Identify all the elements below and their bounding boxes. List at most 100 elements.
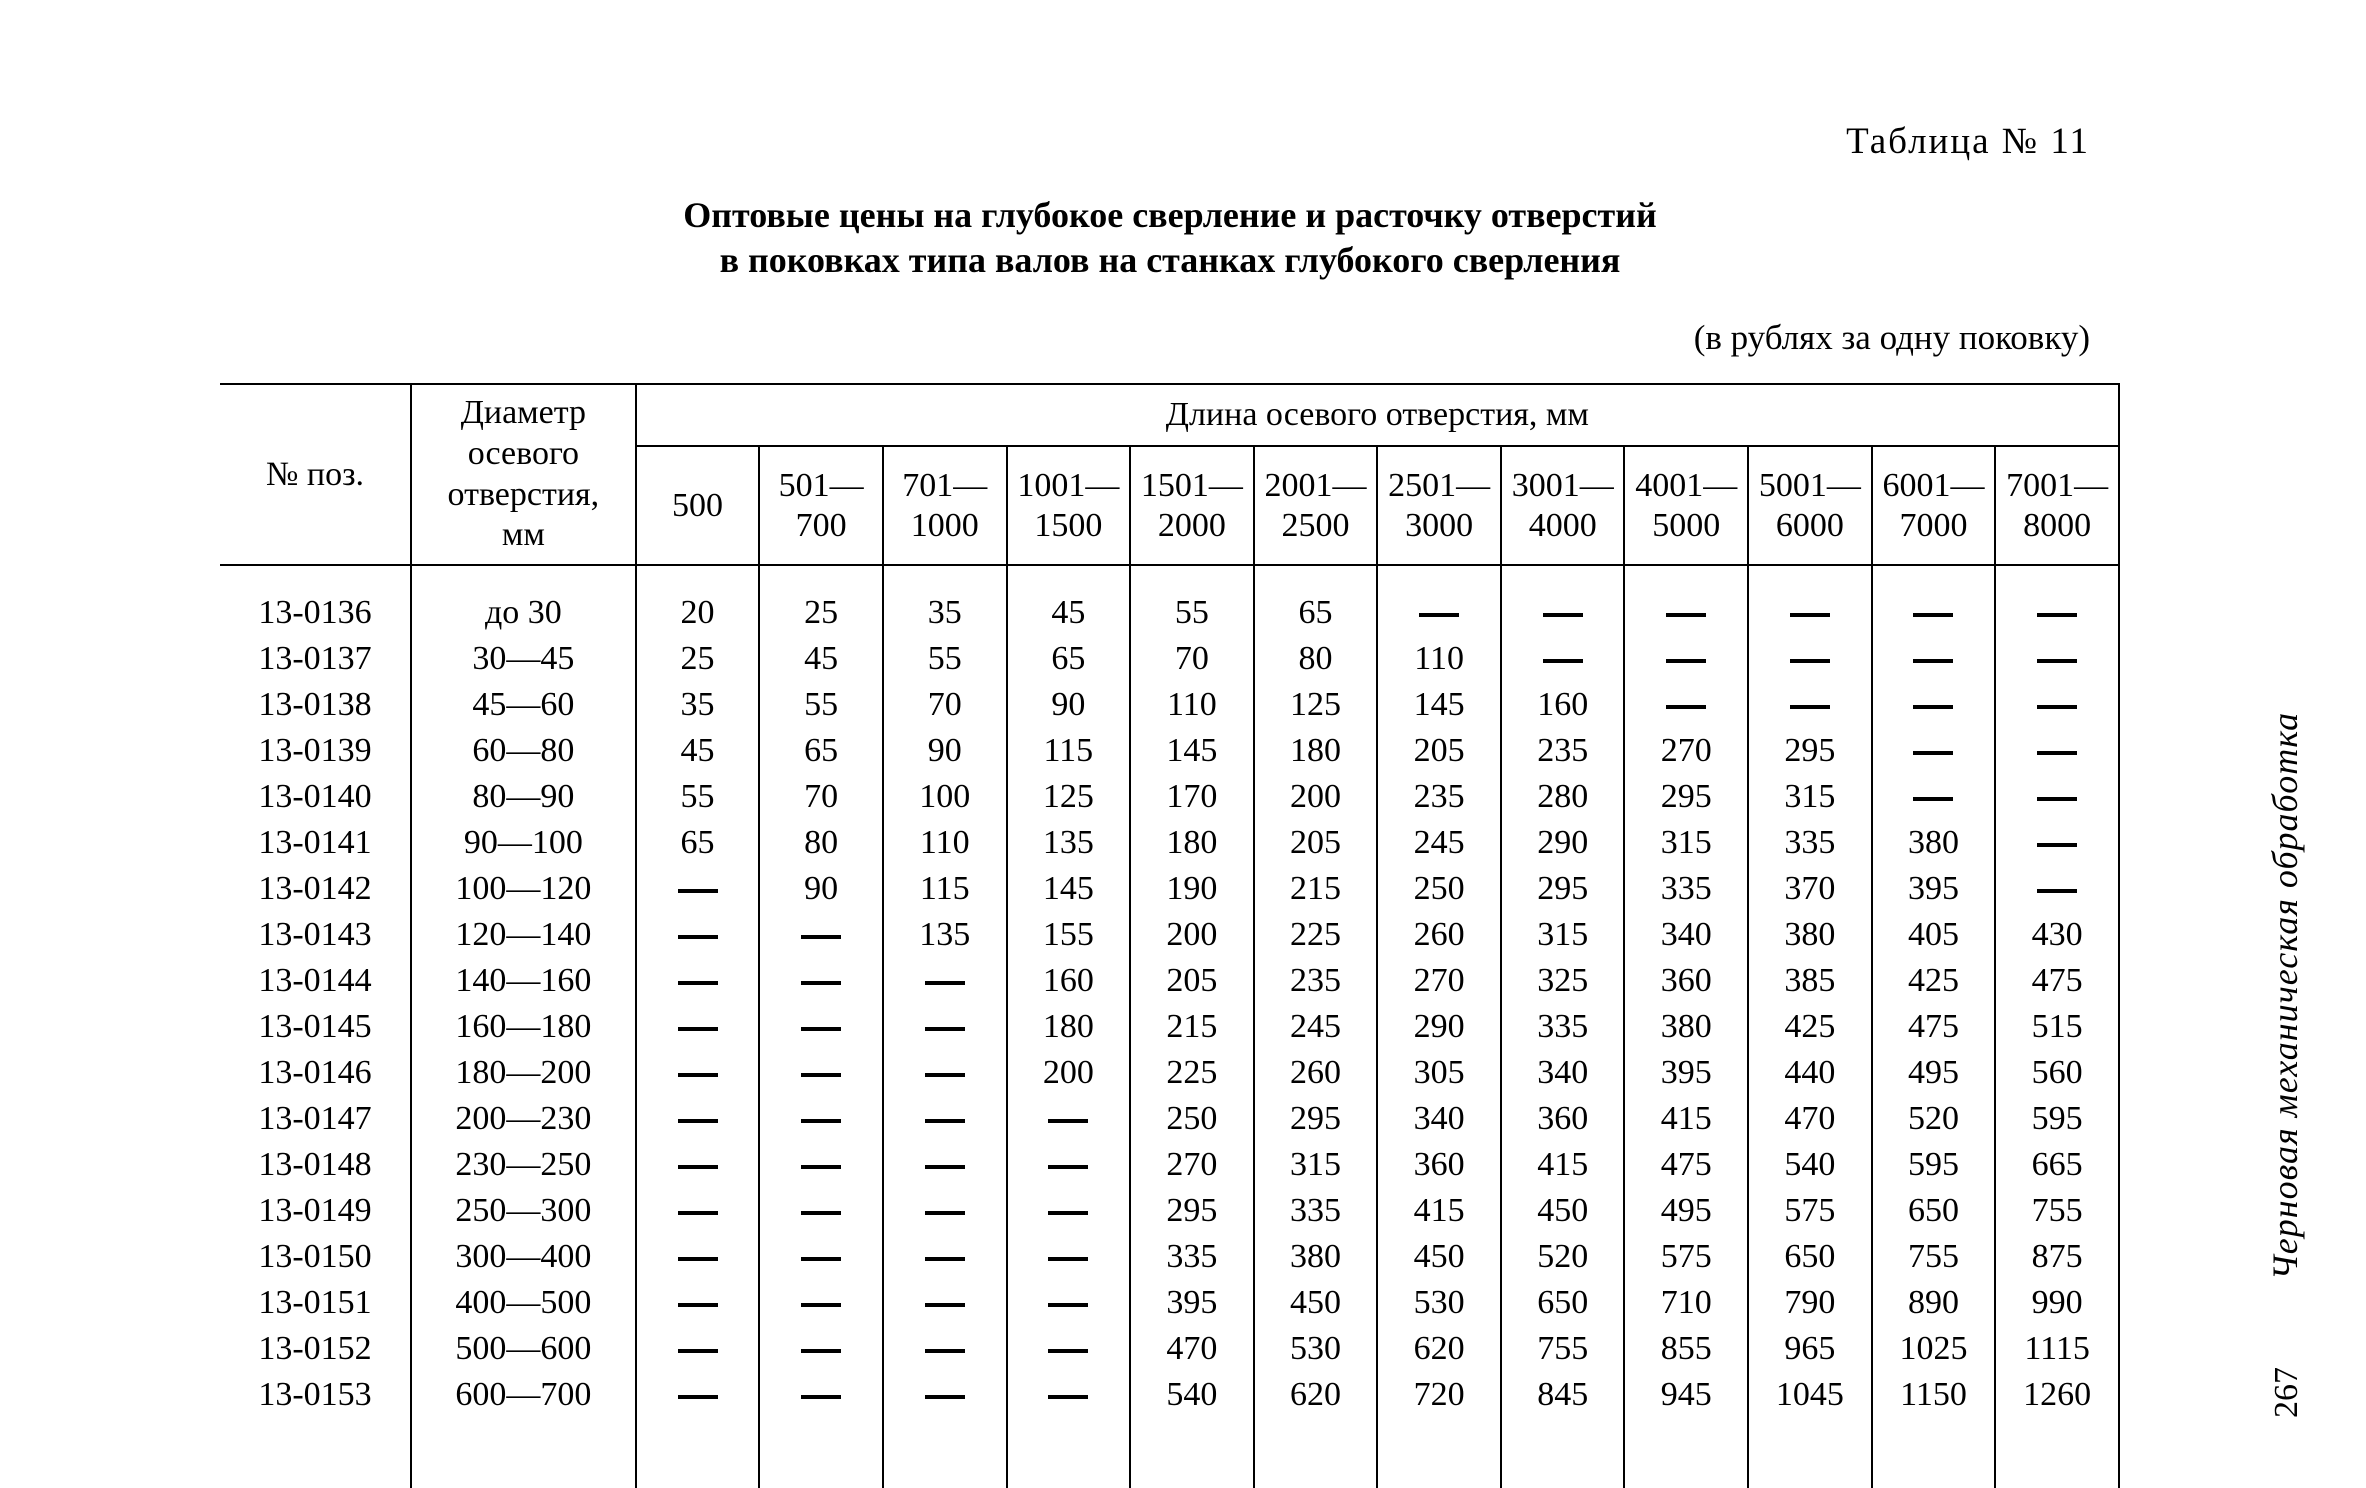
dash-icon bbox=[1790, 705, 1830, 709]
diameter-cell: 45—60 bbox=[411, 682, 636, 728]
value-cell bbox=[1748, 636, 1872, 682]
value-cell: 755 bbox=[1501, 1326, 1625, 1372]
value-cell bbox=[1995, 682, 2119, 728]
value-cell bbox=[636, 912, 760, 958]
header-length-col: 4001—5000 bbox=[1624, 446, 1748, 565]
diameter-cell: 30—45 bbox=[411, 636, 636, 682]
value-cell: 425 bbox=[1748, 1004, 1872, 1050]
dash-icon bbox=[925, 1349, 965, 1353]
dash-icon bbox=[1048, 1257, 1088, 1261]
value-cell: 395 bbox=[1130, 1280, 1254, 1326]
value-cell bbox=[759, 1372, 883, 1418]
dash-icon bbox=[2037, 705, 2077, 709]
poz-cell: 13-0145 bbox=[220, 1004, 411, 1050]
value-cell bbox=[636, 1234, 760, 1280]
table-row: 13-014080—905570100125170200235280295315 bbox=[220, 774, 2119, 820]
value-cell bbox=[1748, 682, 1872, 728]
dash-icon bbox=[1048, 1165, 1088, 1169]
poz-cell: 13-0144 bbox=[220, 958, 411, 1004]
value-cell bbox=[1007, 1188, 1131, 1234]
value-cell: 90 bbox=[883, 728, 1007, 774]
diameter-cell: до 30 bbox=[411, 590, 636, 636]
dash-icon bbox=[1666, 659, 1706, 663]
dash-icon bbox=[678, 1349, 718, 1353]
diameter-cell: 60—80 bbox=[411, 728, 636, 774]
value-cell bbox=[1872, 636, 1996, 682]
diameter-cell: 600—700 bbox=[411, 1372, 636, 1418]
dash-icon bbox=[678, 935, 718, 939]
value-cell: 315 bbox=[1624, 820, 1748, 866]
dash-icon bbox=[1913, 797, 1953, 801]
table-header: № поз. Диаметросевогоотверстия,мм Длина … bbox=[220, 384, 2119, 565]
value-cell bbox=[759, 1050, 883, 1096]
value-cell bbox=[636, 1280, 760, 1326]
value-cell: 45 bbox=[1007, 590, 1131, 636]
value-cell: 650 bbox=[1748, 1234, 1872, 1280]
dash-icon bbox=[801, 1119, 841, 1123]
value-cell: 575 bbox=[1748, 1188, 1872, 1234]
value-cell bbox=[1872, 682, 1996, 728]
value-cell: 260 bbox=[1377, 912, 1501, 958]
dash-icon bbox=[678, 1119, 718, 1123]
value-cell: 70 bbox=[759, 774, 883, 820]
table-row: 13-013730—45254555657080110 bbox=[220, 636, 2119, 682]
table-row: 13-0146180—20020022526030534039544049556… bbox=[220, 1050, 2119, 1096]
value-cell: 425 bbox=[1872, 958, 1996, 1004]
value-cell: 125 bbox=[1254, 682, 1378, 728]
diameter-cell: 200—230 bbox=[411, 1096, 636, 1142]
value-cell: 55 bbox=[759, 682, 883, 728]
value-cell: 530 bbox=[1254, 1326, 1378, 1372]
poz-cell: 13-0153 bbox=[220, 1372, 411, 1418]
value-cell: 415 bbox=[1501, 1142, 1625, 1188]
value-cell bbox=[759, 1234, 883, 1280]
value-cell bbox=[759, 1188, 883, 1234]
value-cell: 235 bbox=[1377, 774, 1501, 820]
value-cell: 560 bbox=[1995, 1050, 2119, 1096]
header-poz: № поз. bbox=[220, 384, 411, 565]
value-cell bbox=[1007, 1096, 1131, 1142]
value-cell: 395 bbox=[1624, 1050, 1748, 1096]
value-cell bbox=[1995, 728, 2119, 774]
dash-icon bbox=[1790, 613, 1830, 617]
value-cell: 65 bbox=[1007, 636, 1131, 682]
value-cell: 395 bbox=[1872, 866, 1996, 912]
value-cell: 90 bbox=[759, 866, 883, 912]
value-cell: 360 bbox=[1377, 1142, 1501, 1188]
value-cell: 475 bbox=[1624, 1142, 1748, 1188]
value-cell bbox=[883, 1326, 1007, 1372]
value-cell bbox=[636, 1050, 760, 1096]
dash-icon bbox=[2037, 889, 2077, 893]
value-cell bbox=[1995, 590, 2119, 636]
dash-icon bbox=[1543, 659, 1583, 663]
value-cell: 665 bbox=[1995, 1142, 2119, 1188]
value-cell: 65 bbox=[1254, 590, 1378, 636]
dash-icon bbox=[678, 1211, 718, 1215]
value-cell: 305 bbox=[1377, 1050, 1501, 1096]
value-cell bbox=[1624, 590, 1748, 636]
value-cell: 215 bbox=[1254, 866, 1378, 912]
poz-cell: 13-0150 bbox=[220, 1234, 411, 1280]
table-row: 13-0152500—60047053062075585596510251115 bbox=[220, 1326, 2119, 1372]
value-cell: 380 bbox=[1748, 912, 1872, 958]
value-cell: 415 bbox=[1377, 1188, 1501, 1234]
value-cell: 270 bbox=[1624, 728, 1748, 774]
value-cell: 205 bbox=[1377, 728, 1501, 774]
value-cell: 495 bbox=[1624, 1188, 1748, 1234]
header-length-col: 2001—2500 bbox=[1254, 446, 1378, 565]
value-cell: 110 bbox=[1130, 682, 1254, 728]
value-cell: 135 bbox=[883, 912, 1007, 958]
value-cell: 720 bbox=[1377, 1372, 1501, 1418]
poz-cell: 13-0149 bbox=[220, 1188, 411, 1234]
dash-icon bbox=[801, 1257, 841, 1261]
value-cell bbox=[759, 1280, 883, 1326]
dash-icon bbox=[1543, 613, 1583, 617]
value-cell: 335 bbox=[1254, 1188, 1378, 1234]
value-cell bbox=[1377, 590, 1501, 636]
dash-icon bbox=[925, 1119, 965, 1123]
value-cell: 290 bbox=[1501, 820, 1625, 866]
value-cell: 440 bbox=[1748, 1050, 1872, 1096]
value-cell: 225 bbox=[1254, 912, 1378, 958]
table-row: 13-0147200—230250295340360415470520595 bbox=[220, 1096, 2119, 1142]
header-length-col: 5001—6000 bbox=[1748, 446, 1872, 565]
dash-icon bbox=[801, 1395, 841, 1399]
